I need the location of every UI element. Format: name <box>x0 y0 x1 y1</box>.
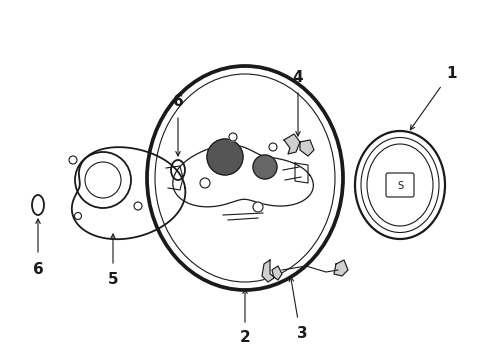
Text: 6: 6 <box>33 261 44 276</box>
Circle shape <box>229 133 237 141</box>
Circle shape <box>200 178 210 188</box>
Circle shape <box>207 139 243 175</box>
Text: 2: 2 <box>240 330 250 346</box>
Text: S: S <box>397 181 403 191</box>
Text: 6: 6 <box>172 94 183 109</box>
Polygon shape <box>334 260 348 276</box>
Polygon shape <box>284 134 300 154</box>
Text: 1: 1 <box>447 66 457 81</box>
Polygon shape <box>300 140 314 156</box>
Circle shape <box>269 143 277 151</box>
Text: 5: 5 <box>108 273 118 288</box>
Text: 4: 4 <box>293 69 303 85</box>
Circle shape <box>253 155 277 179</box>
Text: 3: 3 <box>296 327 307 342</box>
Polygon shape <box>262 260 282 282</box>
Circle shape <box>253 202 263 212</box>
